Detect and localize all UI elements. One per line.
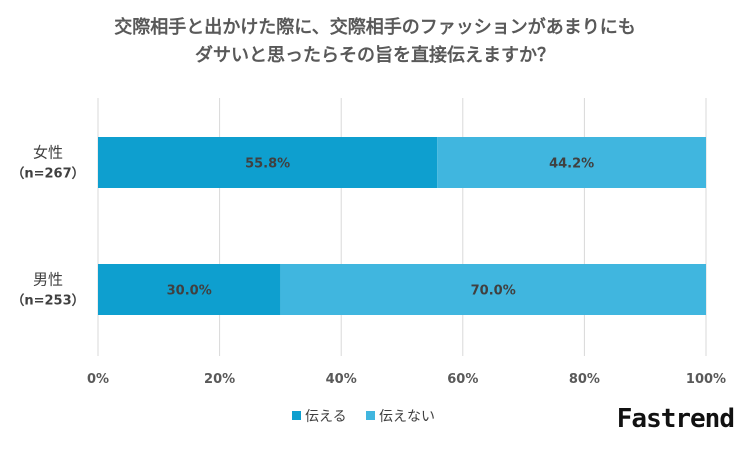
brand-logo: Fastrend [616,404,735,434]
x-tick-label: 20% [204,372,235,387]
x-tick-label: 100% [686,372,726,387]
chart-title: 交際相手と出かけた際に、交際相手のファッションがあまりにも ダサいと思ったらその… [0,14,750,70]
data-label: 55.8% [245,157,290,172]
category-label: 男性 [33,271,63,289]
bar-segment [98,137,438,188]
x-tick-label: 80% [569,372,600,387]
legend-swatch [366,411,375,420]
x-tick-label: 0% [87,372,109,387]
x-tick-label: 60% [447,372,478,387]
chart-title-line-2: ダサいと思ったらその旨を直接伝えますか？ [195,45,555,66]
bar-segment [280,264,706,315]
data-label: 70.0% [471,284,516,299]
data-label: 44.2% [549,157,594,172]
category-label: 女性 [33,144,63,162]
data-label: 30.0% [167,284,212,299]
chart-title-line-1: 交際相手と出かけた際に、交際相手のファッションがあまりにも [114,17,636,38]
legend-label: 伝えない [379,409,435,425]
bar-segment [437,137,706,188]
bar-segment [98,264,281,315]
category-sample-size: （n=267） [11,166,84,182]
legend-swatch [292,411,301,420]
legend-label: 伝える [305,409,347,425]
x-tick-label: 40% [326,372,357,387]
category-sample-size: （n=253） [11,293,84,309]
